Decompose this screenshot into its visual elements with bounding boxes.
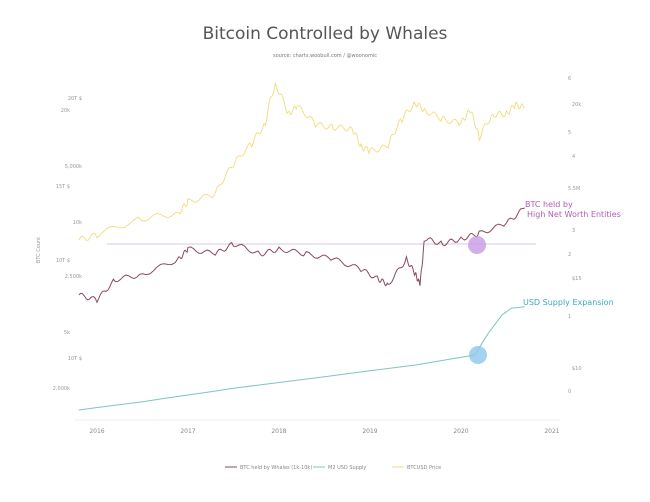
legend-label: BTCUSD Price	[407, 465, 441, 471]
right-tick-label: $15	[572, 276, 582, 282]
whales-line	[78, 207, 525, 304]
y-axis-label: BTC Count	[36, 237, 42, 263]
right-tick-label: $10	[572, 366, 582, 372]
right-tick-label: 2	[568, 252, 571, 258]
left-tick-label: 10T $	[68, 356, 82, 362]
legend-label: BTC held by Whales (1k-10k)	[240, 465, 312, 471]
m2-annotation: USD Supply Expansion	[523, 298, 614, 307]
right-tick-label: 6	[568, 76, 571, 82]
right-tick-label: 5	[568, 130, 571, 136]
btc-price-line	[78, 82, 525, 241]
right-tick-label: 1	[568, 314, 571, 320]
left-tick-label: 5k	[64, 330, 70, 336]
m2-supply-line	[78, 306, 525, 411]
whales-highlight-circle	[468, 236, 486, 254]
x-tick-label: 2019	[362, 428, 377, 435]
x-tick-label: 2018	[271, 428, 286, 435]
left-tick-label: 10k	[73, 220, 82, 226]
whales-annotation: BTC held by	[525, 200, 573, 209]
left-tick-label: 5,000k	[65, 164, 82, 170]
right-tick-label: 20k	[572, 102, 581, 108]
x-tick-label: 2017	[180, 428, 195, 435]
right-tick-label: 3	[572, 228, 575, 234]
chart-subtitle: source: charts.woobull.com / @woonomic	[273, 53, 377, 59]
left-tick-label: 20T $	[68, 96, 82, 102]
left-tick-label: 15T $	[56, 184, 70, 190]
right-tick-label: 4	[572, 154, 575, 160]
right-tick-label: 5.5M	[568, 186, 580, 192]
x-tick-label: 2021	[544, 428, 559, 435]
x-tick-label: 2016	[89, 428, 104, 435]
legend-label: M2 USD Supply	[328, 465, 366, 471]
left-tick-label: 10T $	[56, 258, 70, 264]
x-tick-label: 2020	[453, 428, 468, 435]
right-tick-label: 0	[568, 389, 571, 395]
left-tick-label: 2,000k	[53, 386, 70, 392]
whales-annotation: High Net Worth Entities	[527, 210, 621, 219]
chart-title: Bitcoin Controlled by Whales	[202, 24, 448, 44]
left-tick-label: 20k	[61, 108, 70, 114]
m2-highlight-circle	[469, 346, 487, 364]
left-tick-label: 2,500k	[65, 274, 82, 280]
